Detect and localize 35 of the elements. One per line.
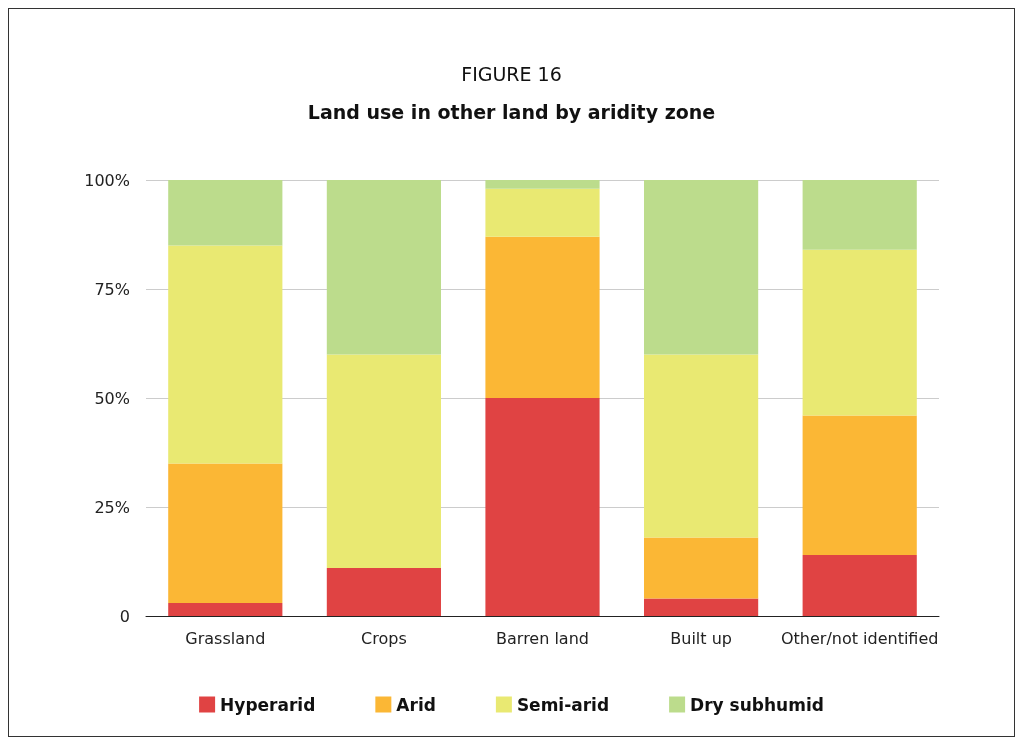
- y-tick-label: 50%: [94, 388, 130, 408]
- chart-subtitle: Land use in other land by aridity zone: [307, 100, 716, 123]
- bar: [326, 568, 441, 616]
- bar: [644, 598, 759, 616]
- bar: [485, 398, 600, 616]
- bar: [326, 354, 441, 569]
- y-tick-label: 75%: [94, 279, 130, 299]
- bar: [485, 188, 600, 237]
- chart-title: FIGURE 16: [461, 62, 562, 85]
- bar: [802, 180, 917, 250]
- x-tick-label: Grassland: [185, 628, 266, 648]
- bar: [802, 554, 917, 616]
- x-tick-label: Built up: [670, 628, 732, 648]
- y-tick-label: 100%: [84, 170, 130, 190]
- bar: [644, 354, 759, 538]
- bar: [168, 245, 283, 464]
- bar: [802, 249, 917, 416]
- legend-label: Semi-arid: [516, 694, 610, 715]
- bar: [168, 463, 283, 603]
- y-tick-label: 0: [119, 606, 130, 626]
- legend-label: Dry subhumid: [690, 694, 824, 715]
- bar: [644, 180, 759, 355]
- bar: [485, 236, 600, 398]
- y-tick-label: 25%: [94, 497, 130, 517]
- bar: [485, 180, 600, 189]
- legend-label: Arid: [396, 694, 436, 715]
- x-tick-label: Barren land: [496, 628, 589, 648]
- x-tick-label: Crops: [361, 628, 407, 648]
- legend-label: Hyperarid: [220, 694, 316, 715]
- bar: [168, 180, 283, 246]
- bar: [802, 415, 917, 555]
- x-tick-label: Other/not identified: [780, 628, 939, 648]
- bar: [326, 180, 441, 355]
- bar: [644, 537, 759, 599]
- bar: [168, 602, 283, 616]
